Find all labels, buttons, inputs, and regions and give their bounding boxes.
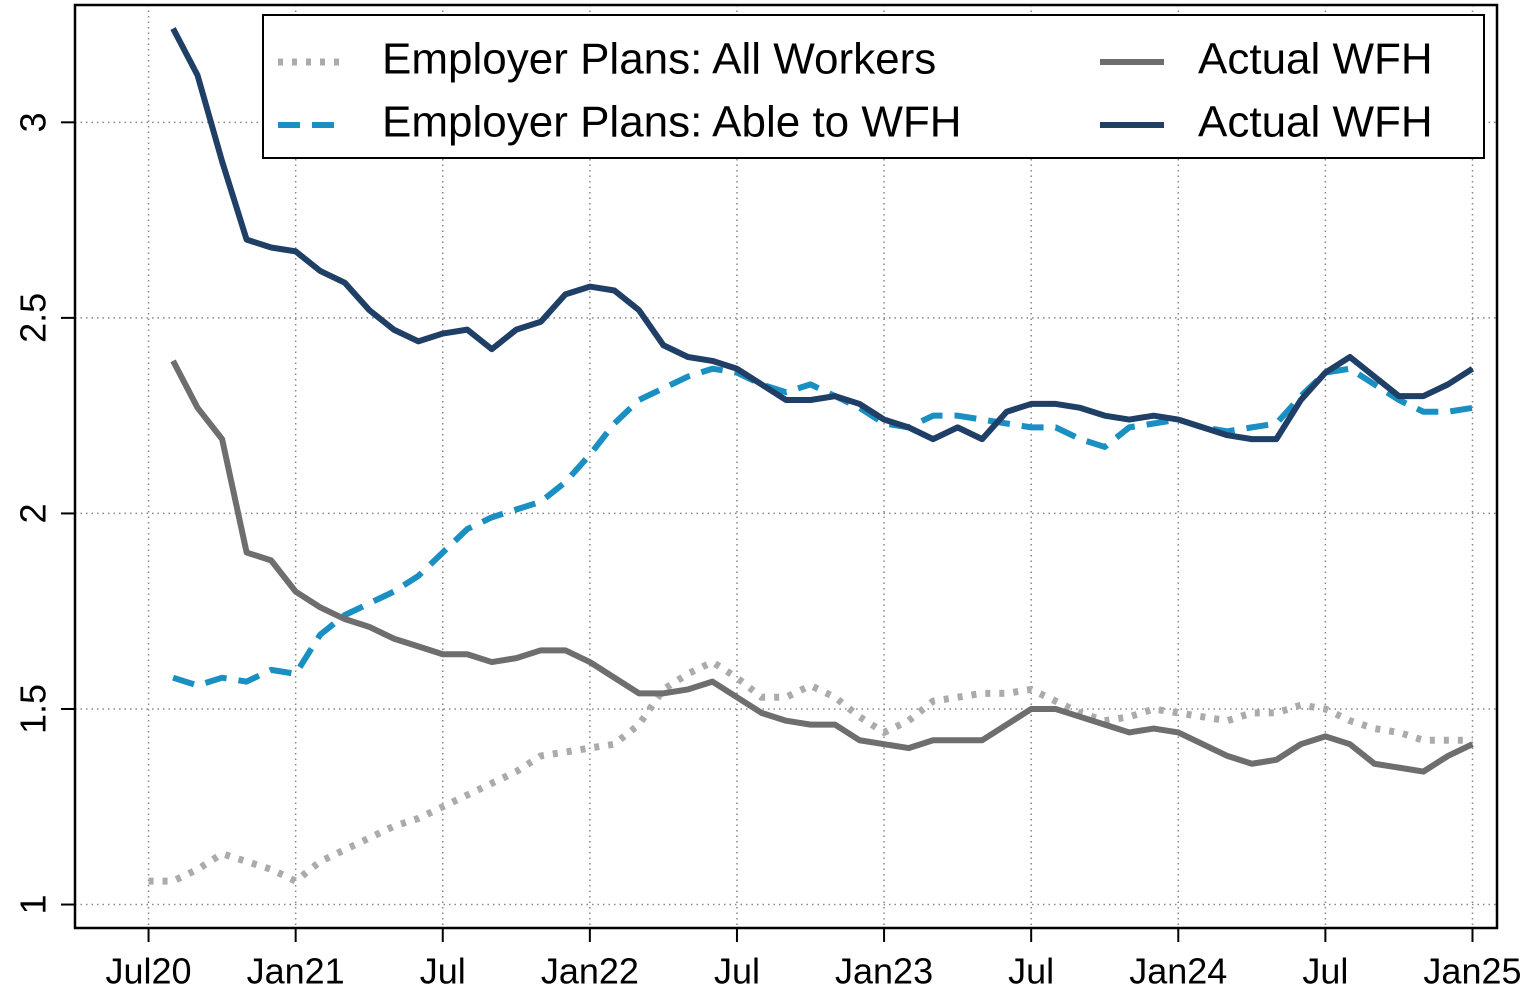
series-line [172,365,1473,689]
series-line [170,359,1474,775]
series-line [170,27,1475,443]
legend-label: Actual WFH [1198,98,1433,147]
y-tick-label: 2.5 [13,293,54,343]
y-tick-label: 2 [13,503,54,523]
x-tick-label: Jan24 [1129,951,1227,992]
legend-box [262,14,1485,159]
y-tick-label: 1 [13,895,54,915]
x-tick-label: Jul [714,951,760,992]
y-tick-label: 1.5 [13,684,54,734]
legend-label: Actual WFH [1198,35,1433,84]
lines [148,27,1475,885]
plot-frame [73,3,1499,930]
x-tick-label: Jul20 [106,951,192,992]
x-tick-label: Jan25 [1423,951,1521,992]
legend: Employer Plans: All Workers Employer Plan… [262,14,1485,159]
x-tick-label: Jul [420,951,466,992]
x-tick-label: Jul [1302,951,1348,992]
x-tick-label: Jul [1008,951,1054,992]
y-tick-label: 3 [13,112,54,132]
x-tick-label: Jan21 [247,951,345,992]
legend-label: Employer Plans: All Workers [382,35,936,84]
legend-label: Employer Plans: Able to WFH [382,98,962,147]
x-tick-label: Jan23 [835,951,933,992]
axes: 1 1.5 2 2.5 3 Jul20 Jan21 Jul Jan22 Jul Jan23 Jul Ja… [13,112,1522,991]
x-tick-label: Jan22 [541,951,639,992]
series-line [148,658,1473,885]
